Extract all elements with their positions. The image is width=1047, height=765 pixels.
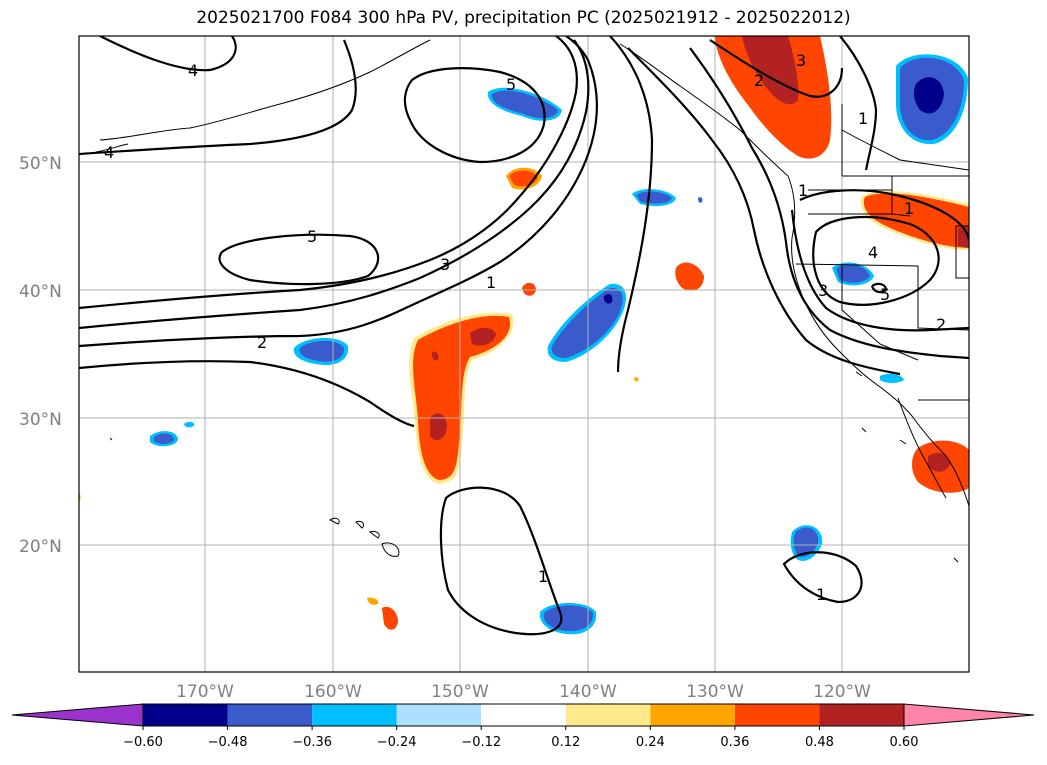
lat-label-30n: 30°N [19, 410, 62, 430]
precip-positive-area [863, 193, 969, 248]
pv-label: 5 [307, 227, 317, 246]
colorbar-segment [143, 704, 228, 726]
pv-label: 2 [754, 71, 764, 90]
precip-negative-area [836, 264, 870, 283]
pv-label: 5 [880, 285, 890, 304]
colorbar-extend-low [11, 703, 144, 727]
colorbar-tick-label: −0.60 [123, 735, 163, 750]
pv-label: 1 [904, 199, 914, 218]
pv-label: 2 [936, 315, 946, 334]
precip-strong-negative-area [913, 77, 944, 114]
colorbar-tick-label: −0.12 [461, 735, 501, 750]
pv-label: 1 [486, 273, 496, 292]
colorbar-extend-high [903, 703, 1035, 727]
precip-negative-area [543, 605, 594, 632]
precip-heavy-area [742, 36, 799, 105]
lon-label-150w: 150°W [431, 682, 489, 702]
precip-negative-area [154, 433, 174, 444]
lon-label-170w: 170°W [176, 682, 234, 702]
pv-label: 3 [440, 255, 450, 274]
colorbar-segment [819, 704, 904, 726]
lon-label-140w: 140°W [559, 682, 617, 702]
colorbar-tick-label: 0.48 [805, 735, 834, 750]
colorbar-tick-label: −0.48 [208, 735, 248, 750]
precip-negative-area [551, 287, 623, 358]
lat-label-50n: 50°N [19, 154, 62, 174]
lon-label-160w: 160°W [304, 682, 362, 702]
graticule [79, 36, 969, 672]
map-area: 4 4 5 5 3 2 1 1 1 3 2 1 4 5 3 2 1 1 [79, 36, 969, 672]
colorbar-tick-label: −0.24 [377, 735, 417, 750]
colorbar-segment [481, 704, 566, 726]
pv-label: 3 [818, 281, 828, 300]
precip-negative-area [698, 197, 703, 203]
latitude-labels: 50°N 40°N 30°N 20°N [19, 154, 62, 557]
pv-contours [79, 36, 969, 636]
colorbar-segment [734, 704, 820, 726]
pv-label: 2 [257, 333, 267, 352]
pv-label: 1 [816, 585, 826, 604]
precip-positive-area [382, 606, 398, 630]
precip-heavy-area [431, 351, 439, 361]
precip-shading [79, 36, 969, 635]
pv-label: 5 [506, 75, 516, 94]
precip-strong-negative-area [603, 294, 613, 304]
map-title: 2025021700 F084 300 hPa PV, precipitatio… [196, 8, 851, 28]
precip-heavy-area [470, 327, 496, 346]
lat-label-20n: 20°N [19, 537, 62, 557]
pv-label: 4 [104, 143, 114, 162]
lon-label-120w: 120°W [813, 682, 871, 702]
pv-contour-labels: 4 4 5 5 3 2 1 1 1 3 2 1 4 5 3 2 1 1 [104, 51, 946, 604]
precip-negative-area [793, 527, 819, 557]
colorbar-tick-label: 0.60 [890, 735, 919, 750]
colorbar: −0.60 −0.48 −0.36 −0.24 −0.12 0.12 0.24 0.36 0.4… [11, 703, 1035, 750]
colorbar-segment [396, 704, 482, 726]
precip-negative-area [636, 191, 672, 204]
precip-positive-area [675, 262, 704, 291]
lat-label-40n: 40°N [19, 282, 62, 302]
lon-label-130w: 130°W [686, 682, 744, 702]
colorbar-segment [565, 704, 651, 726]
colorbar-frame [142, 703, 905, 727]
colorbar-tick-label: 0.12 [551, 735, 580, 750]
precip-heavy-area [430, 413, 447, 441]
precip-negative-area [880, 373, 904, 383]
pv-label: 1 [798, 181, 808, 200]
pv-label: 4 [868, 243, 878, 262]
colorbar-segment [650, 704, 735, 726]
colorbar-tick-label: 0.36 [720, 735, 749, 750]
pv-label: 1 [538, 567, 548, 586]
pv-label: 1 [858, 109, 868, 128]
colorbar-tick-label: −0.36 [292, 735, 332, 750]
precip-heavy-area [928, 453, 950, 472]
colorbar-segment [227, 704, 313, 726]
precip-positive-area [522, 282, 536, 296]
map-frame [78, 35, 970, 673]
pv-label: 4 [188, 61, 198, 80]
precip-negative-area [184, 421, 195, 428]
precip-positive-area [634, 377, 639, 382]
colorbar-tick-label: 0.24 [636, 735, 665, 750]
colorbar-segment [312, 704, 397, 726]
longitude-labels: 170°W 160°W 150°W 140°W 130°W 120°W [176, 682, 871, 702]
pv-label: 3 [796, 51, 806, 70]
precip-positive-area [714, 36, 832, 159]
precip-positive-area [367, 597, 379, 605]
precip-negative-area [491, 90, 558, 119]
